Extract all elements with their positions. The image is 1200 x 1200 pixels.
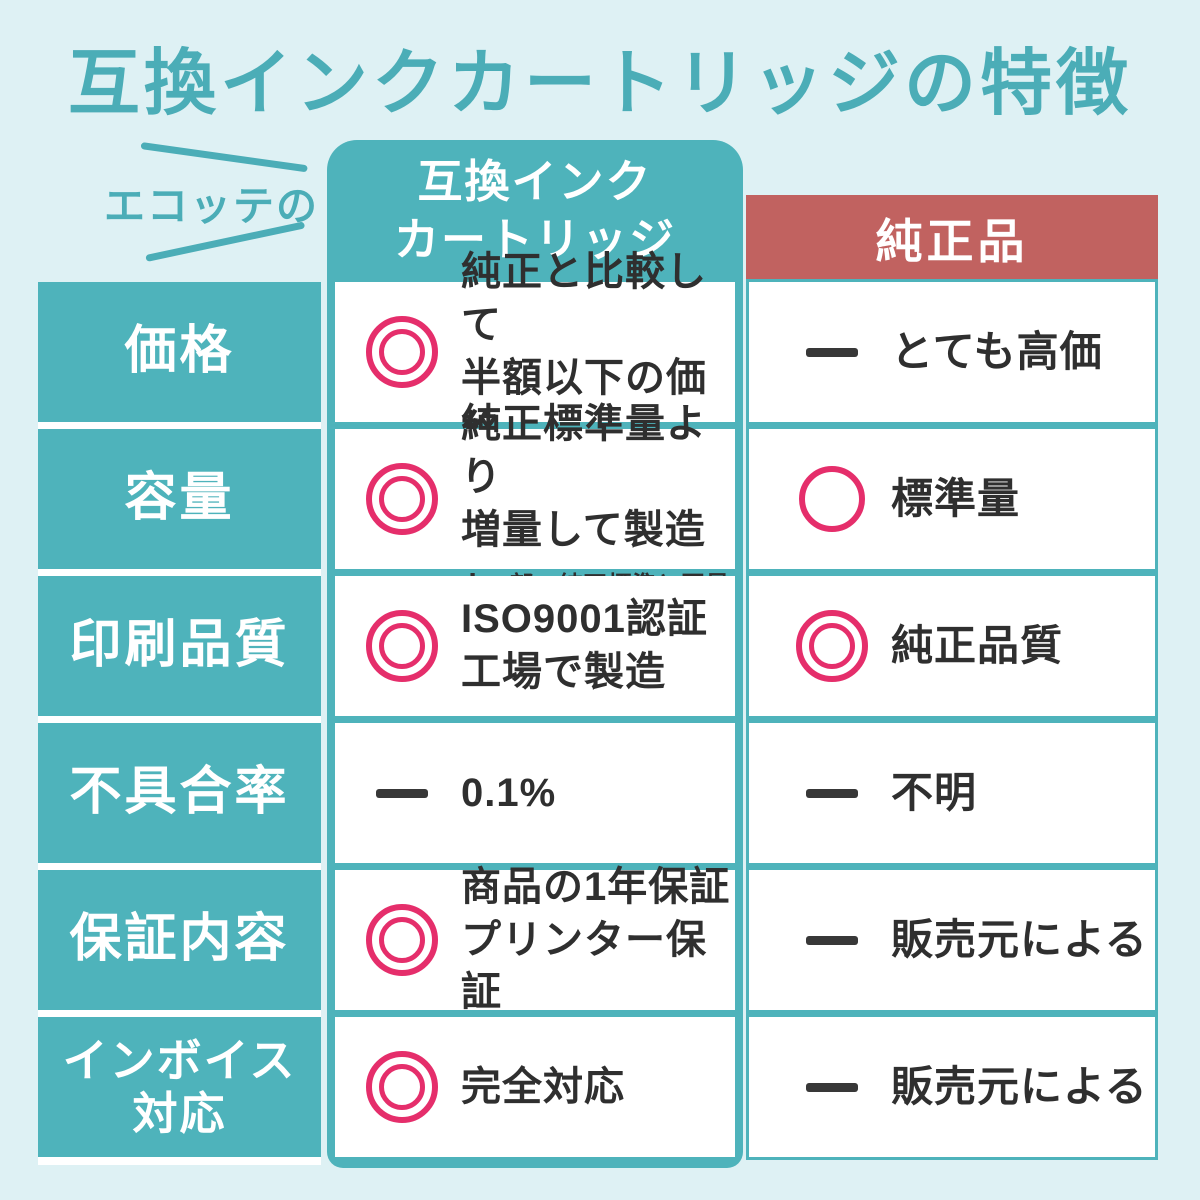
rating-icon-slot bbox=[791, 935, 873, 945]
cell-text: 純正品質 bbox=[891, 622, 1064, 670]
rating-icon bbox=[806, 347, 858, 357]
genuine-cell-invoice: 販売元による bbox=[749, 1017, 1155, 1157]
genuine-cell-capacity: 標準量 bbox=[749, 429, 1155, 569]
rating-icon bbox=[366, 610, 438, 682]
rating-icon bbox=[806, 788, 858, 798]
cell-text: 純正標準量より 増量して製造 bbox=[461, 402, 707, 552]
cell-text: 0.1% bbox=[461, 770, 557, 815]
ecotte-cell-price: 純正と比較して 半額以下の価格 bbox=[335, 250, 735, 453]
ecotte-cell-print-quality: ISO9001認証 工場で製造 bbox=[335, 576, 735, 716]
cell-text: 販売元による bbox=[891, 1063, 1148, 1111]
genuine-cell-warranty: 販売元による bbox=[749, 870, 1155, 1010]
cell-text: 純正と比較して 半額以下の価格 bbox=[461, 250, 707, 452]
genuine-cell-print-quality: 純正品質 bbox=[749, 576, 1155, 716]
rating-icon-slot bbox=[361, 463, 443, 535]
cell-text: 商品の1年保証 プリンター保証 bbox=[461, 864, 731, 1015]
rating-icon bbox=[806, 935, 858, 945]
rating-icon-slot bbox=[361, 610, 443, 682]
rating-icon-slot bbox=[791, 1082, 873, 1092]
rating-icon-slot bbox=[791, 347, 873, 357]
row-label-invoice: インボイス 対応 bbox=[38, 1017, 321, 1157]
rating-icon-slot bbox=[361, 788, 443, 798]
rating-icon bbox=[366, 1051, 438, 1123]
cell-text: 標準量 bbox=[891, 475, 1021, 523]
rating-icon bbox=[366, 316, 438, 388]
cell-text: とても高価 bbox=[891, 328, 1103, 376]
ecotte-cell-warranty: 商品の1年保証 プリンター保証 bbox=[335, 865, 735, 1014]
cell-text: 不明 bbox=[891, 769, 978, 817]
rating-icon bbox=[799, 466, 865, 532]
row-label-warranty: 保証内容 bbox=[38, 870, 321, 1010]
rating-icon bbox=[806, 1082, 858, 1092]
ecotte-column: 互換インク カートリッジ 純正と比較して 半額以下の価格 純正標準量より 増量し… bbox=[327, 140, 743, 1168]
emphasis-line-top-icon bbox=[140, 142, 308, 173]
rating-icon-slot bbox=[361, 1051, 443, 1123]
row-label-price: 価格 bbox=[38, 282, 321, 422]
row-label-defect-rate: 不具合率 bbox=[38, 723, 321, 863]
cell-text: 完全対応 bbox=[461, 1064, 625, 1109]
row-label-capacity: 容量 bbox=[38, 429, 321, 569]
rating-icon bbox=[366, 463, 438, 535]
cell-text: 販売元による bbox=[891, 916, 1148, 964]
ecotte-cell-invoice: 完全対応 bbox=[335, 1017, 735, 1157]
ecotte-cell-capacity: 純正標準量より 増量して製造※一部、純正標準と同量 bbox=[335, 402, 735, 599]
page-title: 互換インクカートリッジの特徴 bbox=[67, 44, 1132, 124]
genuine-cell-defect-rate: 不明 bbox=[749, 723, 1155, 863]
brand-label: エコッテの bbox=[104, 183, 319, 229]
genuine-column-header: 純正品 bbox=[746, 195, 1158, 282]
rating-icon bbox=[376, 788, 428, 798]
row-labels-column: 価格 容量 印刷品質 不具合率 保証内容 インボイス 対応 bbox=[38, 282, 321, 1165]
rating-icon-slot bbox=[361, 316, 443, 388]
rating-icon-slot bbox=[791, 610, 873, 682]
rating-icon bbox=[796, 610, 868, 682]
rating-icon-slot bbox=[361, 904, 443, 976]
genuine-cell-price: とても高価 bbox=[749, 282, 1155, 422]
ecotte-column-header: 互換インク カートリッジ bbox=[393, 156, 676, 265]
ecotte-cell-defect-rate: 0.1% bbox=[335, 723, 735, 863]
genuine-column: とても高価 標準量 純正品質 不明 販売元による 販売元による bbox=[746, 282, 1158, 1160]
rating-icon bbox=[366, 904, 438, 976]
cell-text: ISO9001認証 工場で製造 bbox=[461, 597, 708, 694]
row-label-print-quality: 印刷品質 bbox=[38, 576, 321, 716]
rating-icon-slot bbox=[791, 788, 873, 798]
rating-icon-slot bbox=[791, 466, 873, 532]
